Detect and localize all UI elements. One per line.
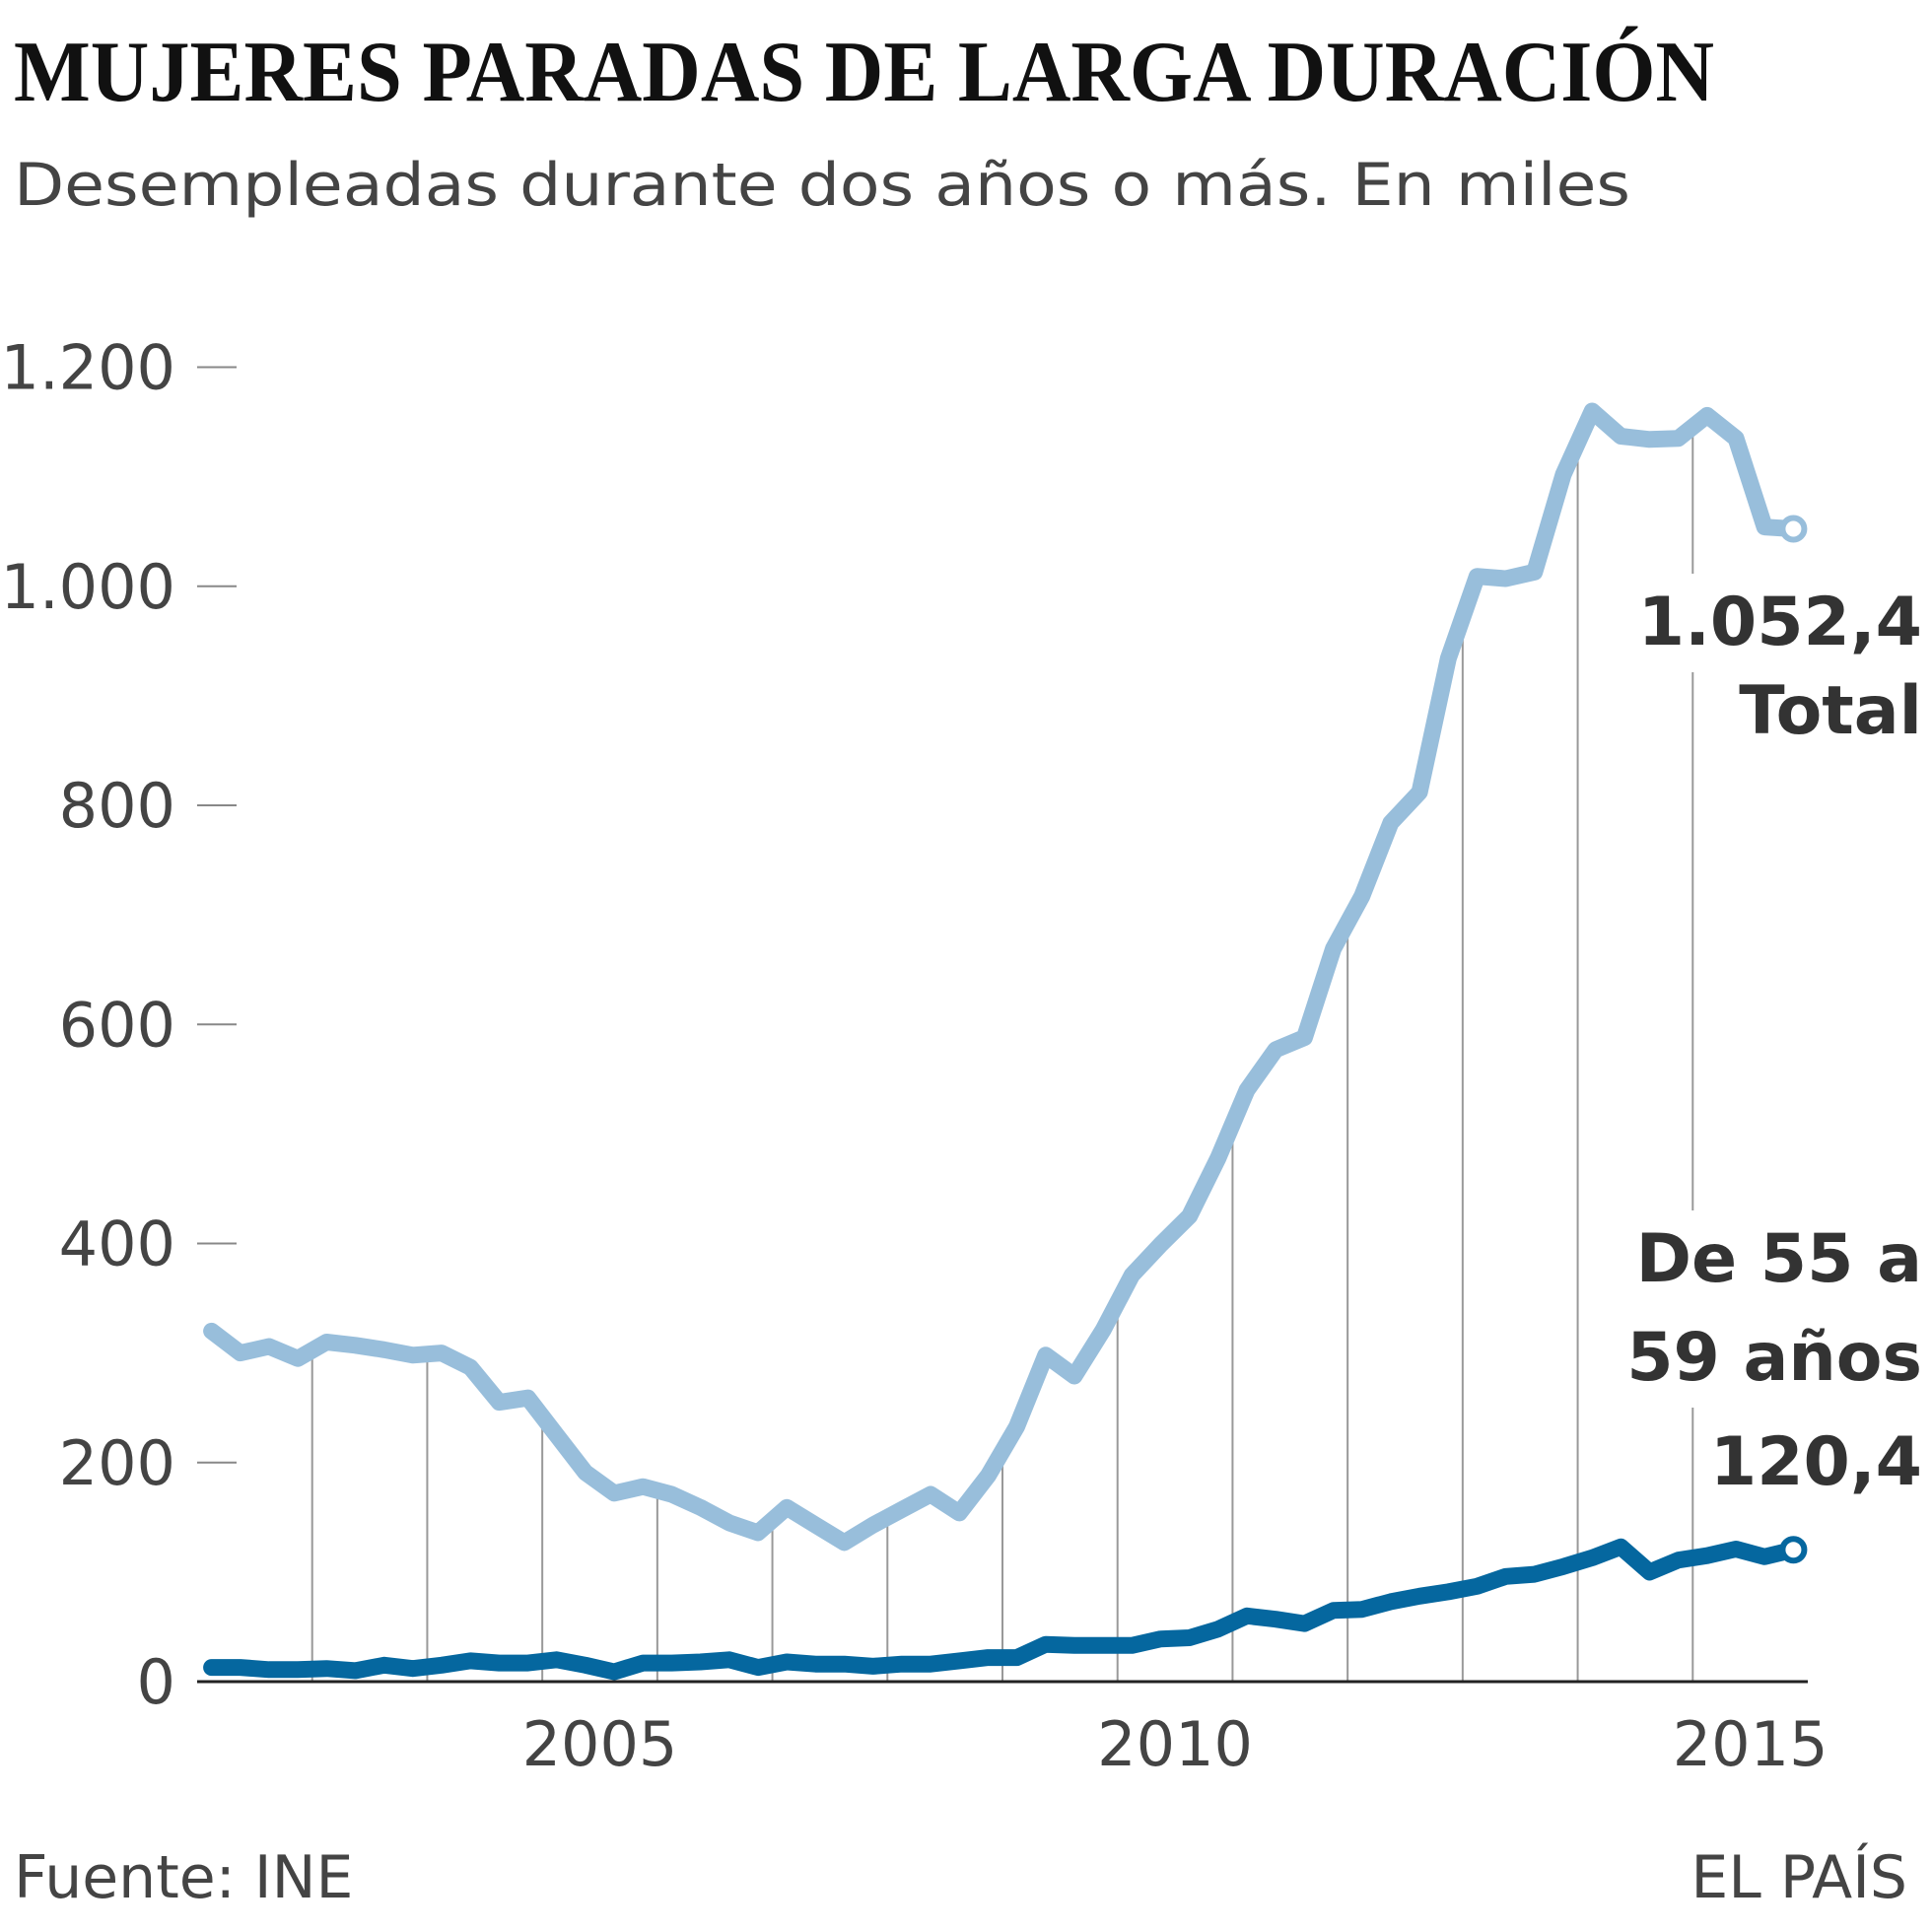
y-tick-label: 600 — [59, 989, 175, 1061]
x-tick-label: 2015 — [1673, 1708, 1828, 1780]
value-label: 120,4 — [1709, 1414, 1922, 1512]
series-line — [203, 1538, 1802, 1681]
x-tick-label: 2010 — [1097, 1708, 1253, 1780]
y-tick-label: 800 — [59, 770, 175, 842]
y-tick-label: 1.000 — [1, 551, 176, 623]
chart-subtitle: Desempleadas durante dos años o más. En … — [14, 151, 1630, 220]
chart-title: MUJERES PARADAS DE LARGA DURACIÓN — [14, 25, 1714, 120]
y-tick-label: 400 — [59, 1208, 175, 1280]
source: Fuente: INE — [14, 1843, 353, 1912]
y-tick-label: 200 — [59, 1427, 175, 1499]
series-line — [203, 402, 1802, 1552]
y-tick-label: 1.200 — [1, 332, 176, 404]
y-tick-label: 0 — [137, 1646, 175, 1718]
series-label: Total — [1739, 662, 1922, 761]
end-point — [1779, 1536, 1808, 1564]
credit: EL PAÍS — [1690, 1841, 1907, 1912]
value-label: 1.052,4 — [1637, 574, 1922, 672]
series-label: De 55 a 59 años — [1597, 1210, 1922, 1408]
x-tick-label: 2005 — [522, 1708, 678, 1780]
end-point — [1779, 515, 1808, 543]
